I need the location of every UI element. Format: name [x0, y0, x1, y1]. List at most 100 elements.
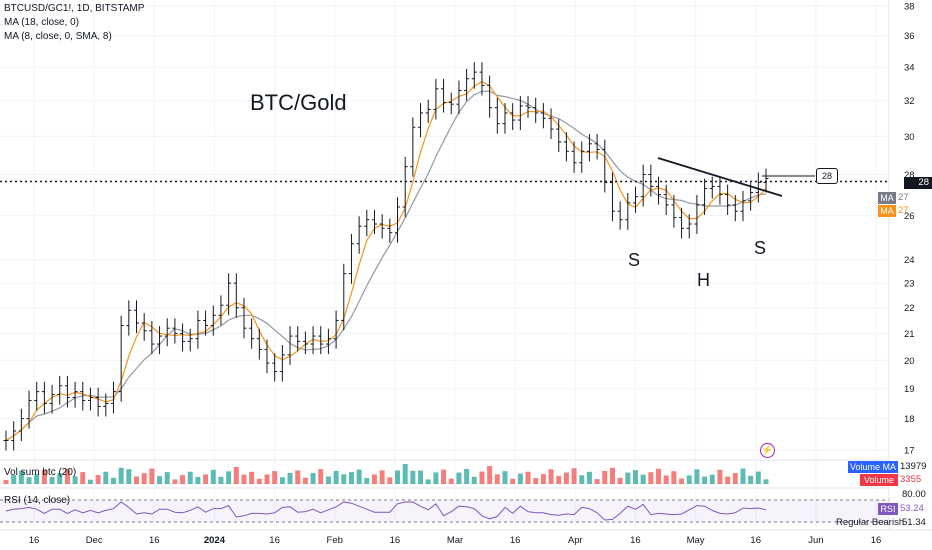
volume-bar — [617, 477, 623, 484]
head-label: H — [697, 270, 710, 290]
volume-bar — [325, 476, 331, 484]
price-bar — [648, 164, 654, 197]
price-bar — [364, 209, 370, 237]
price-axis-tick: 22 — [904, 303, 915, 314]
time-axis-tick: Jun — [808, 535, 823, 546]
volume-bar — [548, 469, 554, 484]
target-price-box[interactable]: 28 — [816, 168, 838, 184]
volume-bar — [671, 471, 677, 484]
volume-bar — [210, 469, 216, 484]
price-bar — [625, 192, 631, 230]
volume-bar — [755, 471, 761, 484]
price-bar — [249, 318, 255, 349]
volume-bar — [279, 477, 285, 484]
price-axis-tick: 30 — [904, 132, 915, 143]
price-bar — [226, 273, 232, 316]
volume-bar — [203, 474, 209, 484]
volume-bar — [625, 472, 631, 484]
volume-bar — [95, 475, 101, 484]
volume-bar — [249, 471, 255, 484]
volume-bar — [579, 475, 585, 484]
price-bar — [632, 186, 638, 213]
lightning-icon[interactable]: ⚡ — [760, 443, 775, 458]
price-axis-tick: 24 — [904, 255, 915, 266]
volume-bar — [64, 468, 70, 484]
price-axis-tick: 23 — [904, 279, 915, 290]
price-bar — [87, 387, 93, 411]
volume-bar — [348, 472, 354, 484]
volume-bar — [341, 474, 347, 484]
price-bar — [709, 176, 715, 199]
ma18-legend[interactable]: MA (18, close, 0) — [4, 17, 80, 28]
price-bar — [295, 326, 301, 352]
rsi-pane-label[interactable]: RSI (14, close) — [4, 495, 71, 506]
time-axis-tick: 16 — [750, 535, 761, 546]
volume-bar — [41, 469, 47, 484]
volume-bar — [18, 470, 24, 484]
price-bar — [602, 139, 608, 193]
price-bar — [34, 381, 40, 411]
price-axis-tick: 19 — [904, 384, 915, 395]
neckline-trendline — [657, 157, 783, 197]
volume-bar — [648, 472, 654, 484]
price-bar — [540, 103, 546, 129]
volume-bar — [233, 467, 239, 484]
ma8-legend[interactable]: MA (8, close, 0, SMA, 8) — [4, 31, 112, 42]
chart-title-annotation: BTC/Gold — [250, 90, 347, 115]
volume-bar — [602, 470, 608, 484]
price-bar — [640, 164, 646, 207]
price-bar — [333, 310, 339, 349]
volume-bar — [226, 471, 232, 484]
volume-bar — [195, 476, 201, 484]
volume-bar — [525, 471, 531, 484]
price-bar — [387, 218, 393, 243]
volume-bar — [448, 478, 454, 484]
volume-bar — [80, 472, 86, 484]
ma18-axis-badge: MA 27 — [878, 192, 932, 204]
volume-bar — [563, 472, 569, 484]
price-bar — [671, 195, 677, 228]
price-bar — [502, 103, 508, 134]
price-bar — [702, 178, 708, 215]
volume-bar — [556, 475, 562, 484]
price-bar — [517, 96, 523, 131]
volume-bar — [709, 474, 715, 484]
price-bar — [279, 345, 285, 382]
volume-bar — [686, 475, 692, 484]
price-bar — [395, 197, 401, 243]
price-bar — [302, 331, 308, 355]
price-axis-tick: 26 — [904, 211, 915, 222]
price-bar — [456, 80, 462, 115]
volume-bar — [118, 467, 124, 484]
right-shoulder-label: S — [754, 238, 767, 258]
price-bar — [755, 172, 761, 203]
volume-bar — [49, 477, 55, 484]
rsi-band — [0, 500, 889, 522]
volume-bar — [609, 467, 615, 484]
price-bar — [663, 184, 669, 215]
price-bar — [686, 214, 692, 239]
price-bar — [448, 92, 454, 115]
symbol-header: BTCUSD/GC1!, 1D, BITSTAMP — [4, 3, 145, 14]
volume-bar — [272, 471, 278, 484]
price-bar — [80, 381, 86, 411]
price-bar — [318, 326, 324, 355]
volume-bar — [702, 476, 708, 484]
volume-bar — [571, 468, 577, 484]
volume-bar — [456, 472, 462, 484]
time-axis-tick: 16 — [390, 535, 401, 546]
price-bar — [717, 176, 723, 205]
volume-bar — [356, 469, 362, 484]
volume-bar — [510, 478, 516, 484]
time-axis-tick: Dec — [86, 535, 103, 546]
volume-bar — [479, 471, 485, 484]
volume-bar — [264, 474, 270, 484]
volume-bar — [402, 464, 408, 484]
volume-bar — [134, 476, 140, 484]
rsi-line — [5, 501, 767, 521]
price-bar — [525, 96, 531, 118]
price-bar — [26, 390, 32, 429]
volume-pane-label[interactable]: Vol sum btc (20) — [4, 467, 77, 478]
volume-bar — [656, 468, 662, 484]
